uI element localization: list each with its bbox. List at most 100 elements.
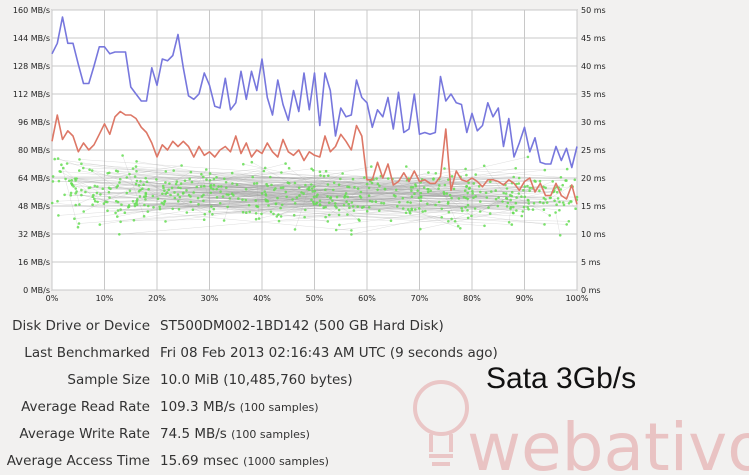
access-time-point <box>287 166 291 170</box>
access-time-point <box>257 217 261 220</box>
access-time-point <box>419 199 423 202</box>
access-time-point <box>567 220 571 223</box>
access-time-point <box>561 201 565 204</box>
stat-label: Average Write Rate <box>19 426 150 442</box>
stat-value: Fri 08 Feb 2013 02:16:43 AM UTC (9 secon… <box>160 345 498 361</box>
access-time-point <box>467 181 470 185</box>
access-time-point <box>134 165 138 168</box>
access-time-point <box>68 179 71 183</box>
access-time-point <box>215 176 218 179</box>
y-right-tick-label: 30 ms <box>581 118 606 127</box>
access-time-point <box>304 208 307 212</box>
access-time-point <box>139 180 142 183</box>
access-time-point <box>135 199 139 203</box>
access-time-point <box>116 215 119 218</box>
access-time-point <box>208 179 212 182</box>
access-time-point <box>222 219 226 222</box>
stat-value: 109.3 MB/s (100 samples) <box>160 399 319 415</box>
access-time-point <box>164 170 168 173</box>
access-time-point <box>144 198 147 201</box>
access-time-point <box>326 183 330 186</box>
access-time-point <box>459 227 462 230</box>
access-time-point <box>202 184 206 188</box>
access-time-point <box>60 163 63 166</box>
access-time-point <box>315 201 319 205</box>
access-time-point <box>293 181 297 185</box>
access-time-point <box>396 204 399 208</box>
access-time-point <box>512 211 515 215</box>
access-time-point <box>346 213 349 216</box>
access-time-point <box>96 200 99 204</box>
access-time-point <box>109 187 112 191</box>
access-time-point <box>78 158 81 161</box>
access-time-point <box>205 178 208 181</box>
y-left-tick-label: 16 MB/s <box>18 258 50 267</box>
access-time-point <box>324 169 328 173</box>
access-time-point <box>62 166 65 170</box>
access-time-point <box>341 172 344 175</box>
access-time-point <box>335 195 339 199</box>
access-time-point <box>176 193 180 196</box>
access-time-point <box>267 204 270 207</box>
access-time-point <box>173 196 177 200</box>
access-time-point <box>559 188 563 191</box>
access-time-point <box>144 192 148 196</box>
access-time-point <box>401 207 405 210</box>
access-time-point <box>82 166 85 170</box>
access-time-point <box>221 195 225 198</box>
access-time-point <box>127 204 131 207</box>
access-time-point <box>135 160 138 163</box>
access-time-point <box>450 196 453 200</box>
access-time-point <box>370 165 373 168</box>
access-time-point <box>327 201 331 204</box>
access-time-point <box>367 186 371 190</box>
access-time-point <box>472 182 476 185</box>
access-time-point <box>460 207 464 210</box>
access-time-point <box>466 216 470 220</box>
access-time-point <box>133 175 137 178</box>
access-time-point <box>158 205 161 208</box>
watermark-text: webativo <box>467 409 749 474</box>
access-time-point <box>334 228 338 232</box>
access-time-point <box>479 200 482 203</box>
access-time-point <box>437 187 440 190</box>
access-time-point <box>565 223 568 226</box>
access-time-point <box>337 183 341 186</box>
access-time-point <box>137 189 141 193</box>
access-time-point <box>528 186 532 190</box>
access-time-point <box>505 196 508 200</box>
access-time-point <box>202 199 205 203</box>
access-time-point <box>376 188 379 192</box>
access-time-point <box>132 219 136 222</box>
access-time-point <box>351 205 355 208</box>
access-time-point <box>482 164 486 168</box>
access-time-point <box>574 207 577 210</box>
access-time-point <box>558 208 561 212</box>
access-time-point <box>264 192 268 196</box>
access-time-point <box>365 209 369 213</box>
access-time-point <box>188 177 191 181</box>
access-time-point <box>327 174 330 177</box>
access-time-point <box>324 188 327 191</box>
access-time-point <box>575 195 579 199</box>
access-time-point <box>438 184 441 187</box>
access-time-point <box>374 200 378 203</box>
access-time-point <box>509 193 512 197</box>
access-time-point <box>347 202 351 206</box>
access-time-point <box>367 206 371 209</box>
access-time-point <box>527 202 530 205</box>
access-time-point <box>78 169 81 172</box>
access-time-point <box>517 192 521 195</box>
access-time-point <box>99 193 102 196</box>
access-time-point <box>331 199 334 203</box>
y-right-tick-label: 20 ms <box>581 174 606 183</box>
x-tick-label: 90% <box>516 294 534 303</box>
access-time-point <box>515 209 518 212</box>
x-tick-label: 100% <box>566 294 589 303</box>
access-time-point <box>389 219 393 222</box>
access-time-point <box>114 169 118 173</box>
x-tick-label: 30% <box>201 294 219 303</box>
access-time-point <box>196 196 200 200</box>
access-time-point <box>241 210 245 214</box>
access-time-point <box>315 195 318 198</box>
